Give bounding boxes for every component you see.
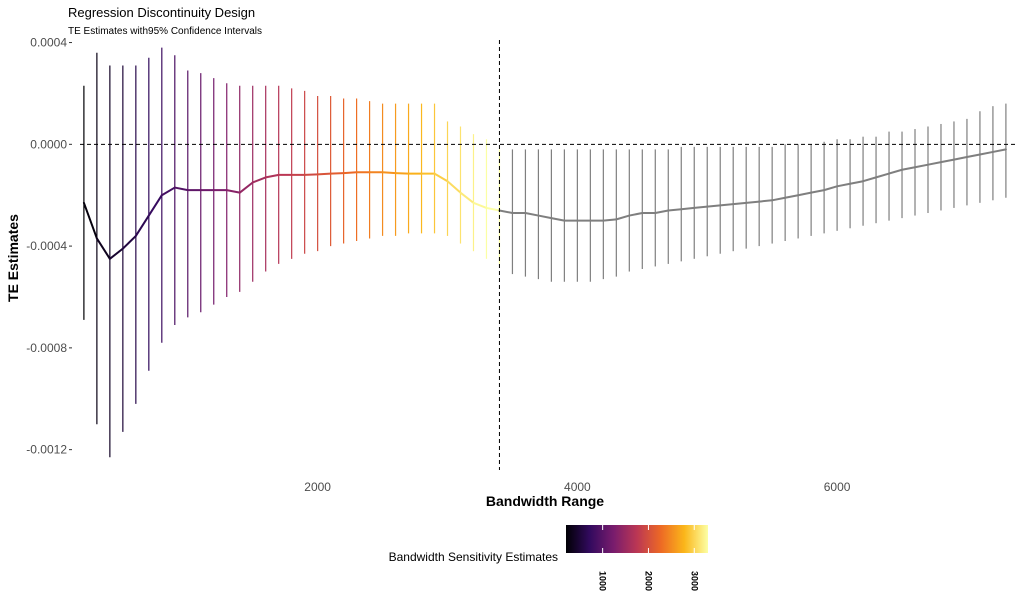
legend-ticks: 1000 2000 3000 bbox=[598, 525, 699, 591]
te-estimate-segment bbox=[316, 172, 332, 176]
te-estimate-segment bbox=[459, 191, 475, 204]
legend-tick-label: 2000 bbox=[643, 571, 653, 591]
te-estimate-segment bbox=[602, 218, 618, 222]
te-estimate-segment bbox=[771, 196, 787, 202]
te-estimate-segment bbox=[965, 153, 981, 159]
te-estimate-segment bbox=[537, 214, 553, 220]
te-estimate-segment bbox=[381, 171, 397, 175]
x-tick-label: 6000 bbox=[824, 480, 851, 494]
te-estimate-segment bbox=[758, 199, 774, 203]
te-estimate-segment bbox=[784, 194, 800, 199]
te-estimate-segment bbox=[926, 161, 942, 166]
x-axis-tick-labels: 2000 4000 6000 bbox=[304, 480, 850, 494]
te-estimate-segment bbox=[667, 208, 683, 212]
legend-colorbar bbox=[566, 525, 708, 553]
y-axis-label: TE Estimates bbox=[5, 214, 21, 302]
y-tick-label: 0.0004 bbox=[30, 36, 67, 50]
te-estimate-segment bbox=[147, 194, 163, 217]
te-estimate-line bbox=[82, 148, 1007, 260]
x-tick-label: 4000 bbox=[564, 480, 591, 494]
y-tick-label: 0.0000 bbox=[30, 137, 67, 151]
legend-tick-label: 1000 bbox=[598, 571, 608, 591]
te-estimate-segment bbox=[498, 209, 514, 215]
te-estimate-segment bbox=[394, 172, 410, 175]
chart-title: Regression Discontinuity Design bbox=[68, 5, 255, 20]
te-estimate-segment bbox=[680, 206, 696, 211]
te-estimate-segment bbox=[472, 201, 488, 209]
te-estimate-segment bbox=[95, 237, 111, 260]
te-estimate-segment bbox=[251, 176, 267, 184]
te-estimate-segment bbox=[225, 189, 241, 194]
te-estimate-segment bbox=[329, 172, 345, 175]
te-estimate-segment bbox=[797, 191, 813, 197]
chart-subtitle: TE Estimates with95% Confidence Interval… bbox=[68, 26, 262, 37]
te-estimate-segment bbox=[952, 156, 968, 161]
y-axis-tick-labels: 0.0004 0.0000 -0.0004 -0.0008 -0.0012 bbox=[26, 36, 72, 457]
te-estimate-segment bbox=[875, 172, 891, 179]
color-legend: Bandwidth Sensitivity Estimates 1000 2000… bbox=[389, 525, 708, 591]
y-tick-label: -0.0004 bbox=[26, 239, 67, 253]
te-estimate-segment bbox=[550, 217, 566, 222]
te-estimate-segment bbox=[693, 205, 709, 209]
legend-tick-label: 3000 bbox=[689, 571, 699, 591]
te-estimate-segment bbox=[862, 176, 878, 183]
te-estimate-segment bbox=[121, 234, 137, 250]
te-estimate-segment bbox=[485, 206, 501, 212]
te-estimate-segment bbox=[745, 200, 761, 204]
te-estimate-segment bbox=[615, 214, 631, 221]
te-estimate-segment bbox=[654, 209, 670, 215]
te-estimate-segment bbox=[264, 173, 280, 179]
te-estimate-segment bbox=[160, 186, 176, 197]
te-estimate-segment bbox=[810, 189, 826, 194]
te-estimate-segment bbox=[303, 173, 319, 176]
te-estimate-segment bbox=[888, 168, 904, 175]
te-estimate-segment bbox=[238, 181, 254, 194]
te-estimate-segment bbox=[433, 172, 449, 183]
y-tick-label: -0.0008 bbox=[26, 341, 67, 355]
te-estimate-segment bbox=[939, 158, 955, 164]
te-estimate-segment bbox=[108, 247, 124, 260]
x-tick-label: 2000 bbox=[304, 480, 331, 494]
te-estimate-segment bbox=[732, 201, 748, 206]
x-axis-label: Bandwidth Range bbox=[486, 493, 604, 509]
te-estimate-segment bbox=[914, 163, 929, 169]
te-estimate-segment bbox=[901, 166, 917, 171]
te-estimate-segment bbox=[82, 201, 98, 240]
legend-title: Bandwidth Sensitivity Estimates bbox=[389, 550, 558, 564]
confidence-interval-bars bbox=[83, 47, 1007, 458]
te-estimate-segment bbox=[173, 186, 189, 192]
te-estimate-segment bbox=[823, 185, 839, 192]
reference-lines bbox=[80, 40, 1015, 470]
te-estimate-segment bbox=[706, 204, 722, 208]
te-estimate-segment bbox=[524, 212, 540, 217]
te-estimate-segment bbox=[719, 203, 735, 207]
te-estimate-segment bbox=[991, 148, 1007, 153]
te-estimate-segment bbox=[446, 180, 462, 194]
te-estimate-segment bbox=[849, 180, 865, 185]
te-estimate-segment bbox=[836, 182, 852, 188]
te-estimate-segment bbox=[628, 212, 644, 217]
te-estimate-segment bbox=[342, 171, 358, 175]
te-estimate-segment bbox=[134, 214, 150, 237]
y-tick-label: -0.0012 bbox=[26, 443, 67, 457]
te-estimate-segment bbox=[978, 150, 994, 156]
